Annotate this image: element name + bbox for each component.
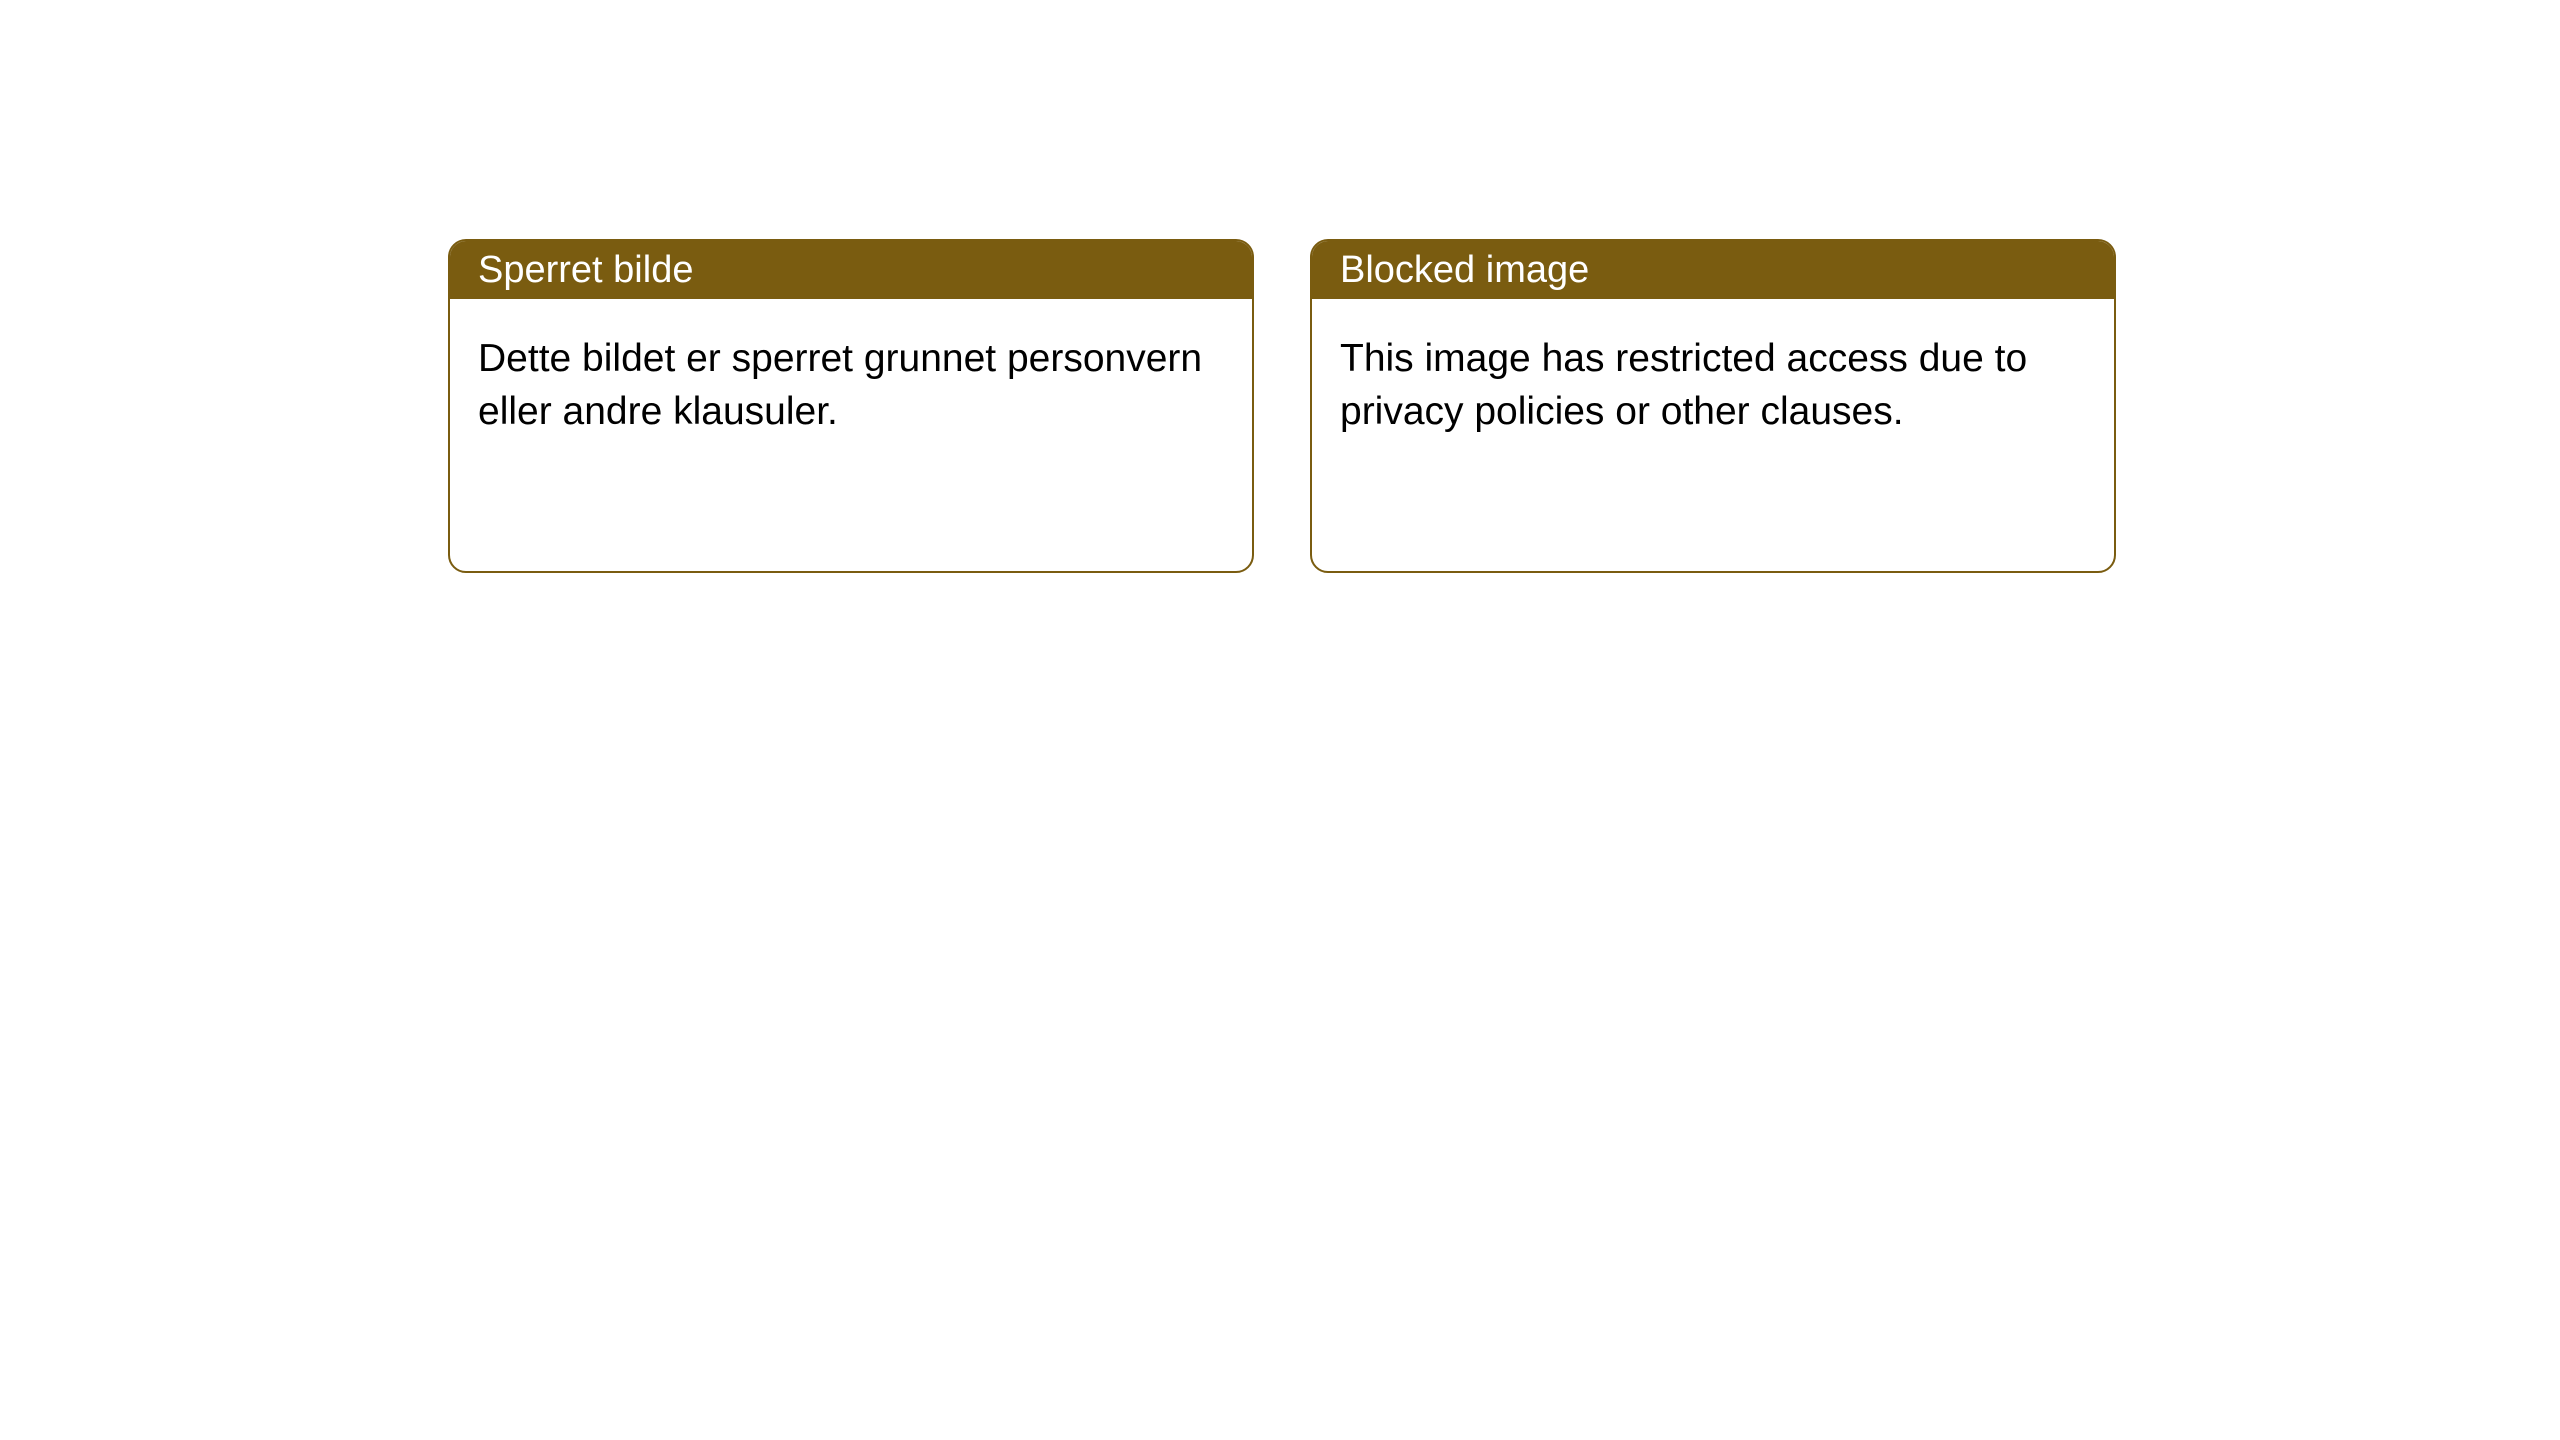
notice-header: Blocked image [1312, 241, 2114, 299]
notice-body-text: This image has restricted access due to … [1340, 337, 2027, 433]
notice-title: Sperret bilde [478, 249, 693, 292]
notice-title: Blocked image [1340, 249, 1589, 292]
notice-header: Sperret bilde [450, 241, 1252, 299]
notice-card-norwegian: Sperret bilde Dette bildet er sperret gr… [448, 239, 1254, 573]
notice-body: This image has restricted access due to … [1312, 299, 2114, 472]
notice-body-text: Dette bildet er sperret grunnet personve… [478, 337, 1202, 433]
notice-card-english: Blocked image This image has restricted … [1310, 239, 2116, 573]
notice-body: Dette bildet er sperret grunnet personve… [450, 299, 1252, 472]
notice-container: Sperret bilde Dette bildet er sperret gr… [448, 239, 2116, 573]
